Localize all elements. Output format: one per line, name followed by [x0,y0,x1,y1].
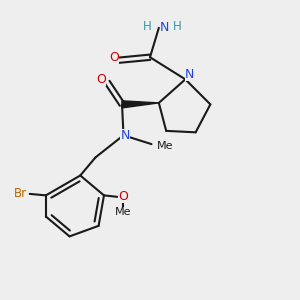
Text: H: H [173,20,182,33]
Text: N: N [160,21,169,34]
Text: O: O [109,51,119,64]
Polygon shape [122,101,159,108]
Text: Br: Br [14,187,27,200]
Text: N: N [185,68,194,81]
Text: Me: Me [115,207,131,217]
Text: O: O [118,190,128,203]
Text: N: N [120,129,130,142]
Text: Me: Me [157,141,173,151]
Text: O: O [97,73,106,86]
Text: H: H [143,20,152,33]
